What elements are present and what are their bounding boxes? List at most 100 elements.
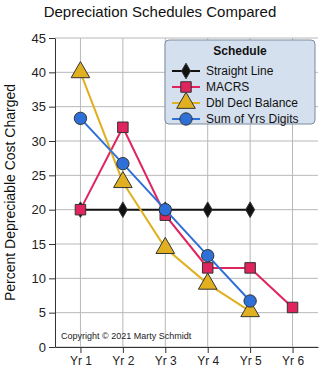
grid-line-y <box>55 312 318 313</box>
tick-label: Yr 4 <box>197 354 219 368</box>
data-point <box>75 204 85 214</box>
title: Depreciation Schedules Compared <box>44 3 277 20</box>
data-point <box>118 122 128 132</box>
x-tick: Yr 6 <box>282 347 304 368</box>
legend-marker <box>177 92 196 108</box>
tick-label: Yr 5 <box>240 354 262 368</box>
grid-line-y <box>55 244 318 245</box>
y-axis-title: Percent Depreciable Cost Charged <box>2 84 18 301</box>
data-point <box>71 62 90 78</box>
data-point <box>202 249 214 261</box>
grid-line-x <box>80 38 81 347</box>
series <box>75 122 298 313</box>
tick-label: Yr 1 <box>70 354 92 368</box>
data-point <box>114 171 133 187</box>
tick-mark <box>250 347 251 353</box>
grid-line-x <box>122 38 123 347</box>
tick-mark <box>49 210 55 211</box>
plot-area <box>55 38 318 347</box>
legend-entry: Straight Line <box>172 63 274 79</box>
x-tick: Yr 1 <box>70 347 92 368</box>
tick-mark <box>49 278 55 279</box>
tick-label: 0 <box>39 340 46 355</box>
x-tick: Yr 2 <box>112 347 134 368</box>
axis-line <box>56 347 319 348</box>
y-tick: 0 <box>39 340 55 355</box>
y-tick: 30 <box>32 134 55 149</box>
data-point <box>244 295 256 307</box>
y-axis: 0 5 10 15 20 25 30 35 40 45 <box>32 31 56 355</box>
legend-marker <box>181 82 191 92</box>
grid-line-y <box>55 38 318 39</box>
grid <box>55 38 318 347</box>
data-point <box>287 302 297 312</box>
x-tick: Yr 4 <box>197 347 219 368</box>
series <box>76 202 255 218</box>
data-point <box>198 273 217 289</box>
tick-mark <box>49 107 55 108</box>
data-point <box>117 157 129 169</box>
x-axis: Yr 1 Yr 2 Yr 3 Yr 4 Yr 5 Yr 6 <box>56 347 319 368</box>
series-line <box>80 118 250 301</box>
marks <box>71 62 298 317</box>
tick-mark <box>293 347 294 353</box>
axis-line <box>55 39 56 348</box>
tick-mark <box>49 347 55 348</box>
legend: Schedule Straight Line MACRS Dbl Decl Balan… <box>165 40 315 126</box>
grid-line-y <box>55 347 318 348</box>
legend-entry: Dbl Decl Balance <box>172 92 298 110</box>
tick-label: 20 <box>32 202 46 217</box>
y-tick: 15 <box>32 237 55 252</box>
tick-label: 30 <box>32 134 46 149</box>
data-point <box>246 202 255 218</box>
chart-svg: 051015202530354045Yr 1Yr 2Yr 3Yr 4Yr 5Yr… <box>0 0 320 374</box>
data-point <box>156 237 175 253</box>
tick-mark <box>208 347 209 353</box>
grid-line-y <box>55 175 318 176</box>
tick-label: 40 <box>32 65 46 80</box>
tick-mark <box>123 347 124 353</box>
legend-title: Schedule <box>213 44 267 58</box>
x-tick: Yr 3 <box>155 347 177 368</box>
tick-mark <box>165 347 166 353</box>
y-tick: 5 <box>39 305 55 320</box>
tick-mark <box>49 38 55 39</box>
tick-mark <box>49 141 55 142</box>
grid-line-y <box>55 141 318 142</box>
tick-mark <box>49 175 55 176</box>
tick-label: 45 <box>32 31 46 46</box>
legend-marker <box>180 113 192 125</box>
y-tick: 25 <box>32 168 55 183</box>
legend-label: Straight Line <box>206 64 274 78</box>
y-tick: 10 <box>32 271 55 286</box>
y-tick: 40 <box>32 65 55 80</box>
grid-line-y <box>55 278 318 279</box>
legend-marker <box>182 63 191 79</box>
y-tick: 45 <box>32 31 55 46</box>
tick-label: 15 <box>32 237 46 252</box>
x-tick: Yr 5 <box>240 347 262 368</box>
data-point <box>74 112 86 124</box>
annotation: Copyright © 2021 Marty Schmidt <box>61 331 192 341</box>
series <box>74 112 256 307</box>
data-point <box>202 263 212 273</box>
tick-mark <box>49 313 55 314</box>
tick-mark <box>49 244 55 245</box>
y-tick: 35 <box>32 99 55 114</box>
legend-label: MACRS <box>206 80 249 94</box>
data-point <box>245 263 255 273</box>
tick-label: Yr 2 <box>112 354 134 368</box>
data-point <box>76 202 85 218</box>
legend-entry: Sum of Yrs Digits <box>172 112 298 126</box>
tick-label: Yr 6 <box>282 354 304 368</box>
grid-line-y <box>55 209 318 210</box>
tick-label: 5 <box>39 305 46 320</box>
tick-mark <box>80 347 81 353</box>
tick-label: 10 <box>32 271 46 286</box>
tick-label: Yr 3 <box>155 354 177 368</box>
tick-label: 35 <box>32 99 46 114</box>
y-tick: 20 <box>32 202 55 217</box>
data-point <box>118 202 127 218</box>
data-point <box>203 202 212 218</box>
legend-label: Dbl Decl Balance <box>206 96 298 110</box>
